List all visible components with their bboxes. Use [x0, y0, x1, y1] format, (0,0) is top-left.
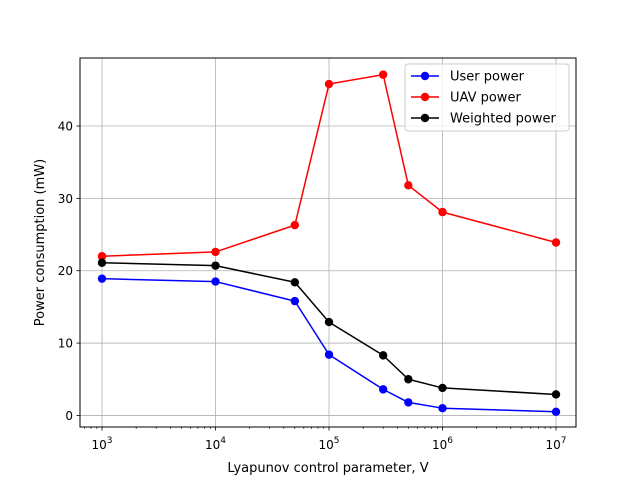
- axis-ticks: 103 104 105 106 107 0 10 20 30 40: [58, 120, 567, 452]
- uav-power-point: [404, 181, 413, 190]
- weighted-power-point: [211, 261, 220, 270]
- y-tick-label: 30: [58, 192, 73, 206]
- y-tick-label: 40: [58, 120, 73, 134]
- uav-power-line: [101, 73, 557, 257]
- user-power-point: [97, 274, 107, 283]
- user-power-point: [324, 350, 334, 359]
- uav-power-point: [378, 70, 388, 79]
- weighted-power-point: [378, 351, 388, 360]
- uav-power-point: [551, 238, 561, 247]
- weighted-power-point: [290, 278, 300, 287]
- uav-power-legend-label: UAV power: [450, 91, 521, 106]
- uav-power-point: [211, 247, 220, 257]
- x-tick-label: 105: [318, 436, 339, 452]
- uav-power-point: [324, 79, 334, 89]
- weighted-power-point: [324, 317, 334, 327]
- y-tick-label: 20: [58, 264, 73, 278]
- user-power-legend-marker: [420, 71, 430, 81]
- x-tick-label: 104: [205, 436, 226, 452]
- weighted-power-legend-label: Weighted power: [450, 112, 557, 127]
- user-power-legend-label: User power: [450, 70, 525, 85]
- x-tick-label: 106: [432, 436, 453, 452]
- user-power-line: [101, 277, 557, 413]
- x-tick-label: 103: [91, 436, 112, 452]
- legend-box: [404, 63, 570, 132]
- weighted-power-legend-marker: [420, 113, 430, 123]
- uav-power-point: [97, 252, 107, 261]
- user-power-point: [290, 296, 300, 306]
- uav-power-legend-marker: [420, 92, 430, 102]
- user-power-point: [211, 277, 220, 286]
- weighted-power-point: [551, 390, 561, 399]
- series-layer: [97, 70, 561, 417]
- uav-power-point: [438, 207, 447, 217]
- y-tick-label: 10: [58, 337, 73, 351]
- user-power-point: [404, 398, 413, 407]
- weighted-power-point: [404, 375, 413, 384]
- weighted-power-line: [101, 262, 557, 396]
- x-tick-label: 107: [546, 436, 567, 452]
- y-tick-label: 0: [65, 409, 73, 423]
- weighted-power-point: [97, 258, 107, 267]
- x-axis-label: Lyapunov control parameter, V: [227, 461, 428, 476]
- legend: User power UAV power Weighted power: [404, 63, 570, 132]
- user-power-point: [438, 403, 447, 413]
- user-power-point: [551, 407, 561, 417]
- plot-frame: [79, 57, 577, 428]
- user-power-point: [378, 385, 388, 394]
- uav-power-point: [290, 220, 300, 230]
- y-axis-label: Power consumption (mW): [33, 159, 48, 326]
- weighted-power-point: [438, 383, 447, 393]
